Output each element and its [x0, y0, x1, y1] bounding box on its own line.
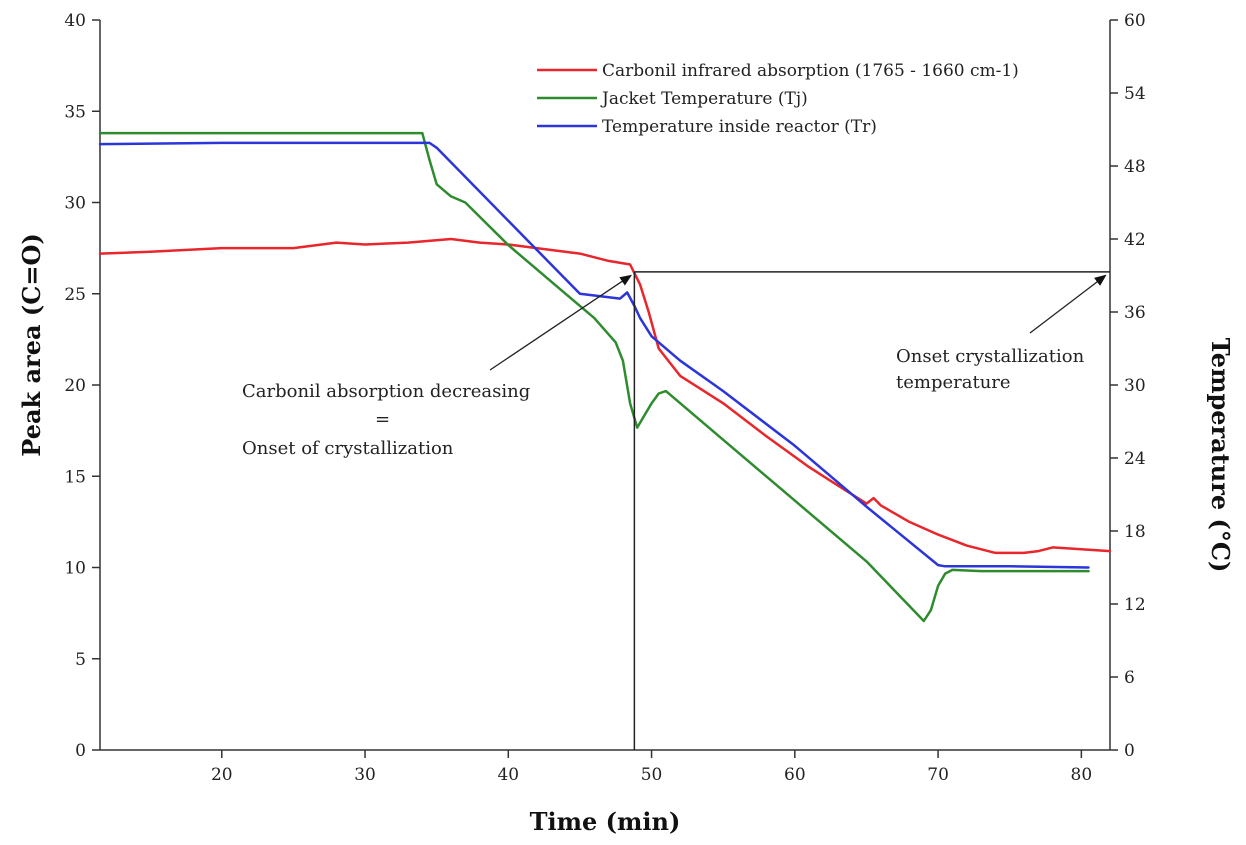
series-line-2: [98, 141, 1090, 569]
y-right-tick-label: 36: [1124, 303, 1146, 323]
y-left-tick-label: 15: [64, 467, 86, 487]
y-right-tick-label: 0: [1124, 741, 1135, 761]
annotation-arrow-right: [1029, 274, 1107, 334]
annotation-left-line2: =: [375, 409, 390, 430]
y-right-tick-label: 18: [1124, 522, 1146, 542]
series-line-0: [98, 237, 1112, 555]
y-left-tick-label: 25: [64, 285, 86, 305]
series-group: [98, 131, 1112, 623]
x-tick-label: 30: [354, 765, 376, 785]
annotation-right-line2: temperature: [896, 372, 1011, 393]
x-tick-label: 70: [927, 765, 949, 785]
x-tick-label: 80: [1071, 765, 1093, 785]
y-right-tick-label: 48: [1124, 157, 1146, 177]
y-right-tick-label: 30: [1124, 376, 1146, 396]
legend-label-jacket: Jacket Temperature (Tj): [600, 89, 808, 109]
annotation-lines: [489, 271, 1110, 750]
series-line-1: [98, 131, 1090, 623]
annotation-left-line3: Onset of crystallization: [242, 438, 454, 459]
y-right-axis-title: Temperature (°C): [1206, 338, 1235, 573]
x-tick-label: 50: [641, 765, 663, 785]
x-tick-label: 60: [784, 765, 806, 785]
x-axis-title: Time (min): [530, 807, 681, 836]
x-tick-label: 20: [211, 765, 233, 785]
annotation-right-line1: Onset crystallization: [896, 346, 1085, 367]
y-left-tick-label: 40: [64, 11, 86, 31]
y-left-tick-label: 30: [64, 194, 86, 214]
y-left-tick-label: 20: [64, 376, 86, 396]
legend: Carbonil infrared absorption (1765 - 166…: [537, 61, 1019, 137]
tick-group: 20 30 40 50 60 70 80 0 5 10 15 20 25 30 35 40 0 6 12 18 24 30…: [64, 11, 1145, 785]
y-right-tick-label: 12: [1124, 595, 1146, 615]
annotation-arrow-left: [489, 274, 633, 371]
y-right-tick-label: 6: [1124, 668, 1135, 688]
y-left-tick-label: 0: [75, 741, 86, 761]
y-right-tick-label: 42: [1124, 230, 1146, 250]
annotation-left-line1: Carbonil absorption decreasing: [242, 381, 530, 402]
y-right-tick-label: 24: [1124, 449, 1146, 469]
x-tick-label: 40: [497, 765, 519, 785]
y-left-tick-label: 10: [64, 559, 86, 579]
legend-label-carbonil: Carbonil infrared absorption (1765 - 166…: [602, 61, 1019, 81]
y-right-tick-label: 54: [1124, 84, 1146, 104]
y-left-axis-title: Peak area (C=O): [17, 233, 46, 456]
y-left-tick-label: 35: [64, 102, 86, 122]
y-left-tick-label: 5: [75, 650, 86, 670]
legend-label-reactor: Temperature inside reactor (Tr): [602, 117, 877, 137]
y-right-tick-label: 60: [1124, 11, 1146, 31]
